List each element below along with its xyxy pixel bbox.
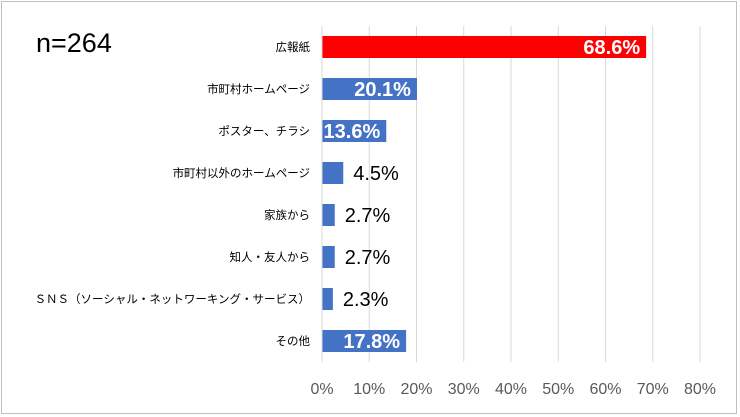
x-tick-label: 70% — [637, 381, 669, 398]
bar — [322, 120, 387, 142]
x-tick-label: 50% — [542, 381, 574, 398]
sample-size-label: n=264 — [36, 28, 112, 58]
bar — [322, 204, 335, 226]
bar — [322, 288, 333, 310]
x-tick-label: 30% — [448, 381, 480, 398]
category-label: ポスター、チラシ — [218, 124, 310, 138]
bar — [322, 78, 417, 100]
x-tick-label: 20% — [400, 381, 432, 398]
x-tick-label: 0% — [310, 381, 333, 398]
data-label: 2.7% — [345, 205, 391, 227]
bar — [322, 36, 647, 58]
category-label: 広報紙 — [276, 40, 311, 54]
category-label: 市町村以外のホームページ — [173, 166, 310, 180]
bar — [322, 330, 407, 352]
x-tick-label: 40% — [495, 381, 527, 398]
data-label: 20.1% — [354, 79, 411, 101]
category-label: 知人・友人から — [230, 250, 311, 264]
category-label: 家族から — [264, 208, 310, 222]
category-label: ＳＮＳ（ソーシャル・ネットワーキング・サービス） — [35, 292, 310, 306]
data-label: 68.6% — [583, 37, 640, 59]
data-label: 2.7% — [345, 247, 391, 269]
bar — [322, 162, 344, 184]
data-label: 2.3% — [343, 289, 389, 311]
x-tick-label: 60% — [589, 381, 621, 398]
data-label: 4.5% — [353, 163, 399, 185]
data-label: 13.6% — [324, 121, 381, 143]
bar — [322, 246, 335, 268]
x-tick-label: 80% — [684, 381, 716, 398]
data-label: 17.8% — [343, 331, 400, 353]
x-tick-label: 10% — [353, 381, 385, 398]
category-label: その他 — [276, 334, 311, 348]
category-label: 市町村ホームページ — [207, 82, 310, 96]
